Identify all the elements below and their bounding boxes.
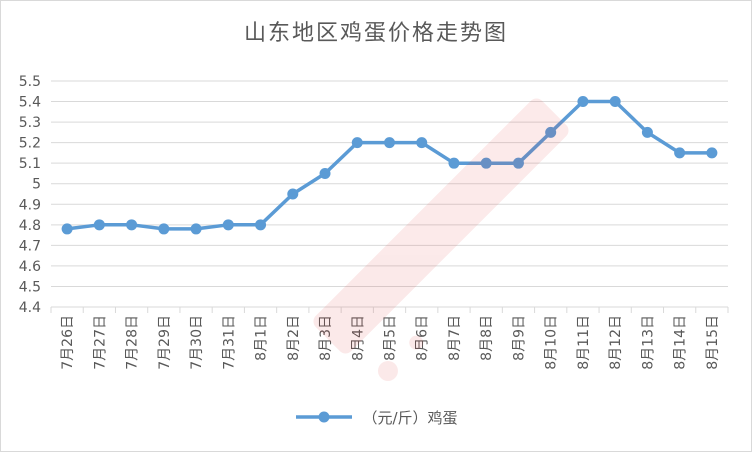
x-tick-label: 7月26日 xyxy=(60,315,76,370)
legend-swatch xyxy=(296,411,353,423)
data-point xyxy=(641,126,653,138)
data-point xyxy=(512,157,524,169)
y-tick-label: 4.7 xyxy=(19,238,41,254)
series-line xyxy=(66,99,712,231)
chart-title: 山东地区鸡蛋价格走势图 xyxy=(243,21,508,46)
y-tick-label: 5.1 xyxy=(19,156,41,172)
data-point xyxy=(416,137,428,149)
data-point xyxy=(609,96,621,108)
data-point xyxy=(61,223,73,235)
y-tick-label: 4.9 xyxy=(19,197,41,213)
data-point xyxy=(351,137,363,149)
data-point xyxy=(577,96,589,108)
y-tick-label: 5 xyxy=(32,177,41,193)
y-axis-ticks: 4.4 4.5 4.6 4.7 4.8 4.9 5 5.1 5.2 5.3 5.4 5.5 xyxy=(19,74,41,316)
x-tick-label: 7月30日 xyxy=(189,315,205,370)
x-tick-label: 8月2日 xyxy=(286,315,302,361)
data-point xyxy=(93,219,105,231)
x-tick-label: 8月12日 xyxy=(608,315,624,370)
y-tick-label: 5.4 xyxy=(19,95,41,111)
data-point xyxy=(222,219,234,231)
x-tick-label: 7月29日 xyxy=(157,315,173,370)
y-tick-label: 5.5 xyxy=(19,74,41,90)
x-axis-ticks: 7月26日 7月27日 7月28日 7月29日 7月30日 7月31日 8月1日 8月2日 8月… xyxy=(60,315,721,370)
x-tick-label: 8月9日 xyxy=(511,315,527,361)
gridlines xyxy=(50,80,729,313)
x-tick-label: 8月3日 xyxy=(318,315,334,361)
x-tick-label: 8月15日 xyxy=(705,315,721,370)
data-point xyxy=(190,223,202,235)
y-tick-label: 5.2 xyxy=(19,136,41,152)
x-tick-label: 8月5日 xyxy=(383,315,399,361)
x-tick-label: 7月28日 xyxy=(125,315,141,370)
data-point xyxy=(545,126,557,138)
x-tick-label: 8月8日 xyxy=(479,315,495,361)
y-tick-label: 5.3 xyxy=(19,115,41,131)
data-point xyxy=(448,157,460,169)
y-tick-label: 4.8 xyxy=(19,218,41,234)
series-eggs xyxy=(61,96,718,235)
data-point xyxy=(674,147,686,159)
data-point xyxy=(255,219,267,231)
y-tick-label: 4.5 xyxy=(19,279,41,295)
x-tick-label: 8月7日 xyxy=(447,315,463,361)
x-tick-label: 8月4日 xyxy=(350,315,366,361)
data-point xyxy=(126,219,138,231)
data-point xyxy=(706,147,718,159)
x-tick-label: 8月11日 xyxy=(576,315,592,370)
x-tick-label: 8月13日 xyxy=(640,315,656,370)
x-tick-label: 8月1日 xyxy=(254,315,270,361)
legend-label: （元/斤）鸡蛋 xyxy=(362,408,458,427)
data-point xyxy=(287,188,299,200)
data-point xyxy=(319,167,331,179)
x-tick-label: 7月27日 xyxy=(92,315,108,370)
data-point xyxy=(384,137,395,149)
x-tick-label: 7月31日 xyxy=(221,315,237,370)
y-tick-label: 4.6 xyxy=(19,259,41,275)
x-tick-label: 8月6日 xyxy=(415,315,431,361)
y-tick-label: 4.4 xyxy=(19,300,41,316)
x-tick-label: 8月10日 xyxy=(544,315,560,370)
legend: （元/斤）鸡蛋 xyxy=(1,405,751,429)
data-point xyxy=(158,223,170,235)
x-tick-label: 8月14日 xyxy=(673,315,689,370)
data-point xyxy=(480,157,492,169)
